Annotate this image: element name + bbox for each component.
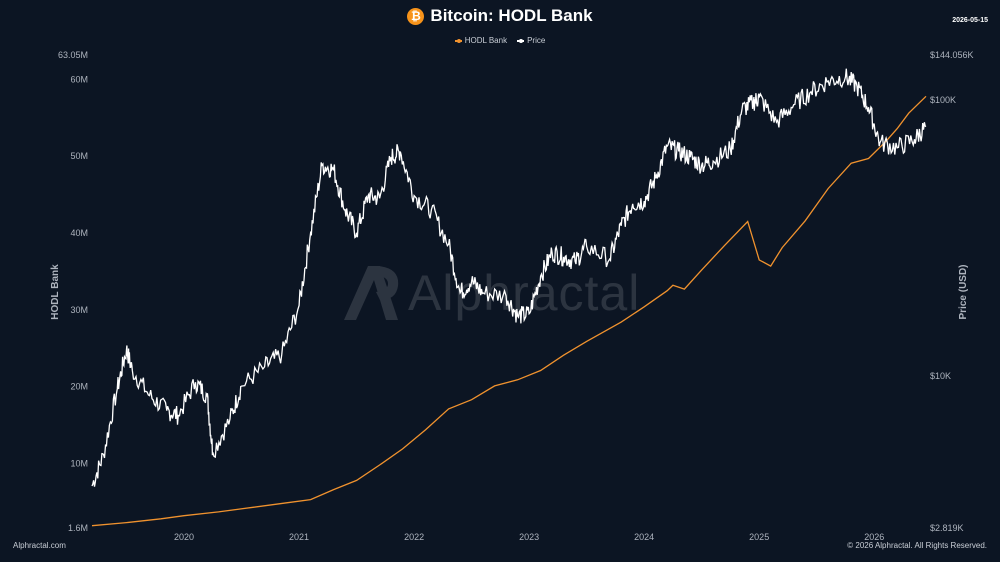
x-tick-label: 2026 [864,532,884,542]
y-left-tick-label: 30M [70,305,88,315]
y-left-tick-label: 20M [70,382,88,392]
x-tick-label: 2023 [519,532,539,542]
y-right-tick-label: $2.819K [930,523,964,533]
footer-site[interactable]: Alphractal.com [13,541,66,550]
y-right-tick-label: $144.056K [930,50,974,60]
legend-label-price: Price [527,36,546,45]
x-tick-label: 2022 [404,532,424,542]
legend-label-hodl-bank: HODL Bank [464,36,508,45]
chart-title: Bitcoin: HODL Bank [430,6,593,25]
watermark-text: Alphractal [408,265,641,321]
x-axis: 2020 2021 2022 2023 2024 2025 2026 [174,532,884,542]
x-tick-label: 2025 [749,532,769,542]
x-tick-label: 2021 [289,532,309,542]
y-left-axis: 1.6M 10M 20M 30M 40M 50M 60M 63.05M [58,50,88,533]
y-left-axis-title: HODL Bank [50,264,61,320]
x-tick-label: 2024 [634,532,654,542]
legend-swatch-price [517,38,525,43]
alphractal-logo-icon [344,266,399,320]
y-right-tick-label: $10K [930,371,951,381]
y-left-tick-label: 50M [70,151,88,161]
y-left-tick-label: 1.6M [68,523,88,533]
legend-swatch-hodl-bank [454,38,462,43]
y-left-tick-label: 40M [70,228,88,238]
footer-copyright: © 2026 Alphractal. All Rights Reserved. [847,541,987,550]
date-label: 2026-05-15 [952,17,988,24]
chart-header: ₿ Bitcoin: HODL Bank [0,6,1000,26]
y-left-tick-label: 10M [70,458,88,468]
legend-item-price[interactable]: Price [517,36,545,45]
y-left-tick-label: 63.05M [58,50,88,60]
bitcoin-icon: ₿ [407,7,425,25]
y-right-axis: $2.819K $10K $100K $144.056K [930,50,974,533]
legend-item-hodl-bank[interactable]: HODL Bank [454,36,508,45]
y-right-axis-title: Price (USD) [958,264,969,319]
watermark: Alphractal [340,262,640,324]
x-tick-label: 2020 [174,532,194,542]
legend: HODL Bank Price [0,36,1000,45]
y-right-tick-label: $100K [930,95,956,105]
y-left-tick-label: 60M [70,74,88,84]
hodl-bank-series-line [91,95,927,527]
price-series-line [91,68,927,487]
